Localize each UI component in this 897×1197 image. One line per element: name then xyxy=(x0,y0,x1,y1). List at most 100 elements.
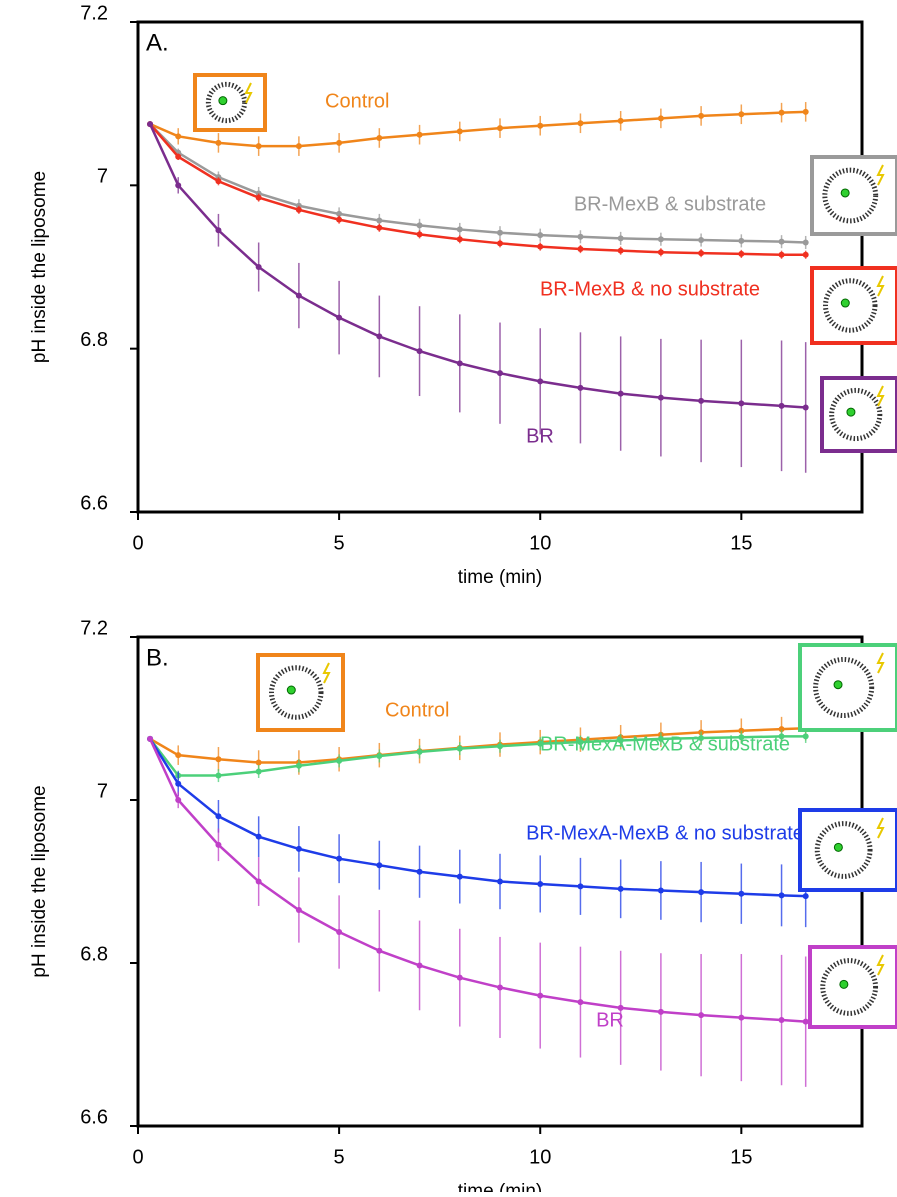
data-point xyxy=(336,757,343,764)
data-point xyxy=(497,878,503,885)
liposome-icon xyxy=(808,945,897,1029)
icon-membrane xyxy=(829,387,883,442)
icon-dye xyxy=(218,96,228,106)
y-tick-label: 6.8 xyxy=(80,943,108,965)
liposome-icon xyxy=(820,376,897,453)
data-point xyxy=(577,739,584,746)
liposome-icon xyxy=(256,653,345,732)
data-point xyxy=(416,868,423,875)
data-point xyxy=(577,120,584,127)
data-point xyxy=(537,243,544,250)
data-point xyxy=(802,404,809,411)
data-point xyxy=(456,236,463,243)
data-point xyxy=(497,743,503,750)
icon-light xyxy=(876,275,885,297)
data-point xyxy=(255,878,262,885)
data-point xyxy=(698,1012,705,1019)
liposome-icon xyxy=(798,808,897,892)
icon-membrane xyxy=(205,81,248,124)
data-point xyxy=(738,1014,745,1021)
series xyxy=(147,121,809,473)
icon-box xyxy=(798,808,897,892)
data-point xyxy=(497,125,503,132)
data-point xyxy=(336,314,343,321)
icon-light xyxy=(876,652,885,674)
icon-light xyxy=(876,164,885,186)
data-point xyxy=(255,759,262,766)
data-point xyxy=(778,109,785,116)
series-line xyxy=(149,735,806,777)
data-point xyxy=(617,1004,624,1011)
icon-dye xyxy=(833,842,843,852)
data-point xyxy=(255,264,262,270)
data-point xyxy=(456,360,463,367)
series-label: BR-MexA-MexB & no substrate xyxy=(526,822,804,844)
data-point xyxy=(215,178,222,185)
data-point xyxy=(497,240,503,247)
x-axis-title: time (min) xyxy=(458,567,542,588)
data-point xyxy=(376,947,383,954)
data-point xyxy=(497,984,503,991)
data-point xyxy=(497,370,503,377)
data-point xyxy=(255,833,262,840)
data-point xyxy=(778,726,785,733)
series xyxy=(147,121,809,259)
data-point xyxy=(738,111,745,118)
y-tick-label: 6.8 xyxy=(80,329,108,351)
series-label: BR xyxy=(596,1009,624,1031)
icon-membrane xyxy=(814,821,873,879)
y-tick-label: 7.2 xyxy=(80,2,108,24)
icon-dye xyxy=(840,298,850,308)
panel-label: A. xyxy=(146,29,169,56)
data-point xyxy=(295,206,302,213)
x-tick-label: 5 xyxy=(334,532,345,554)
data-point xyxy=(778,733,785,740)
series-line xyxy=(149,123,806,244)
icon-box xyxy=(808,945,897,1029)
icon-membrane xyxy=(269,665,324,720)
data-point xyxy=(295,907,302,914)
data-point xyxy=(376,224,383,231)
data-point xyxy=(175,780,182,787)
data-point xyxy=(376,217,383,224)
data-point xyxy=(657,236,664,243)
data-point xyxy=(295,143,302,150)
data-point xyxy=(336,139,343,146)
icon-membrane xyxy=(813,656,875,719)
x-tick-label: 10 xyxy=(529,532,551,554)
data-point xyxy=(215,813,222,820)
data-point xyxy=(255,194,262,201)
data-point xyxy=(416,222,423,229)
icon-light xyxy=(876,817,885,839)
data-point xyxy=(336,855,343,862)
x-tick-label: 5 xyxy=(334,1146,345,1168)
data-point xyxy=(215,756,222,763)
icon-dye xyxy=(839,979,849,989)
data-point xyxy=(657,887,664,894)
y-tick-label: 7 xyxy=(97,780,108,802)
y-axis-title: pH inside the liposome xyxy=(29,785,50,977)
data-point xyxy=(698,250,705,257)
icon-dye xyxy=(840,188,850,198)
icon-light xyxy=(876,385,885,407)
data-point xyxy=(537,122,544,129)
data-point xyxy=(175,797,182,803)
panel-label: B. xyxy=(146,644,169,671)
data-point xyxy=(802,1018,809,1025)
data-point xyxy=(617,247,624,254)
data-point xyxy=(617,885,624,892)
data-point xyxy=(295,845,302,852)
data-point xyxy=(778,1017,785,1024)
x-tick-label: 10 xyxy=(529,1146,551,1168)
icon-membrane xyxy=(822,167,879,224)
data-point xyxy=(698,237,705,244)
data-point xyxy=(456,745,463,752)
y-tick-label: 7 xyxy=(97,166,108,188)
data-point xyxy=(416,962,423,969)
data-point xyxy=(175,752,182,759)
icon-membrane xyxy=(823,278,878,333)
data-point xyxy=(537,378,544,385)
y-axis-title: pH inside the liposome xyxy=(29,171,50,363)
icon-light xyxy=(876,954,885,976)
data-point xyxy=(698,735,705,742)
